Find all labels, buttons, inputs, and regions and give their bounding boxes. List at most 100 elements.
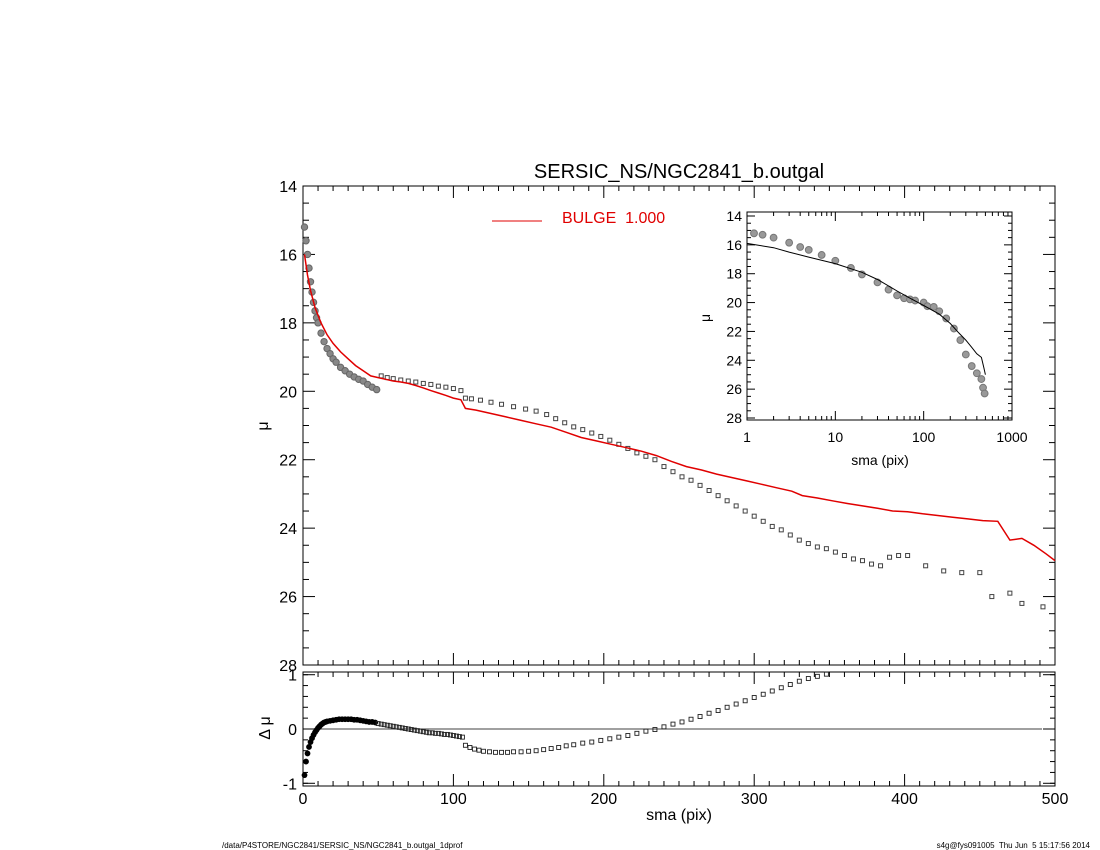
main-data-point [468,396,474,402]
main-data-point [905,553,911,559]
residual-data-point [634,730,640,736]
main-y-tick-label: 16 [279,247,297,264]
inset-y-tick-label: 20 [726,295,742,311]
main-data-point [1007,590,1013,596]
inset-data-point [980,389,989,398]
residual-data-point [384,722,390,728]
residual-data-point [387,723,393,729]
residual-data-point [563,743,569,749]
residual-data-point [396,724,402,730]
residual-data-point [533,748,539,754]
residual-data-point [787,682,793,687]
main-data-point [443,384,449,390]
main-data-point [589,430,595,436]
residual-data-point [571,742,577,748]
residual-data-point [715,708,721,713]
main-data-point [302,237,310,245]
main-data-point [413,379,419,385]
residual-data-point [378,721,384,727]
main-data-point [643,453,649,459]
residual-data-point [411,727,417,733]
inset-background [746,211,1013,421]
residual-data-point [751,695,757,700]
main-data-point [941,568,947,574]
main-data-point [733,503,739,509]
main-data-point [300,223,309,231]
main-data-point [841,553,847,559]
residual-data-point [405,726,411,732]
residual-data-point [375,721,381,727]
residual-data-point [476,747,482,753]
main-data-point [428,381,434,387]
inset-data-point [929,303,938,311]
residual-data-point [487,749,492,755]
main-data-point [751,513,757,519]
residual-data-point [381,722,387,728]
main-data-point [533,408,539,414]
residual-data-point [598,737,604,743]
inset-x-tick-label: 1 [743,429,751,445]
residual-data-point [652,727,658,732]
main-data-point [923,563,929,569]
residual-data-point [414,728,420,734]
residual-data-point [435,730,441,736]
inset-data-point [817,251,826,259]
main-data-point [488,399,494,405]
residual-data-point [541,747,547,753]
inset-y-tick-label: 24 [726,352,742,368]
residual-data-point [462,742,468,748]
main-data-point [571,424,577,430]
main-data-point [977,570,983,576]
main-data-point [553,416,559,422]
main-data-point [332,358,340,366]
residual-data-point [670,721,676,727]
main-data-point [859,558,865,564]
residual-data-point [493,749,498,755]
residual-y-tick-label: 1 [288,668,297,685]
main-data-point [511,404,517,410]
residual-data-point [304,750,311,757]
inset-data-point [961,350,970,359]
inset-y-axis-label: μ [697,314,713,322]
residual-x-tick-label: 0 [299,791,308,808]
residual-data-point [399,725,405,731]
residual-data-point [769,688,775,694]
inset-data-point [893,291,901,300]
main-data-point [462,395,468,401]
residual-data-point [481,748,486,754]
inset-y-tick-label: 26 [726,381,742,397]
main-y-tick-label: 22 [279,453,297,470]
main-data-point [607,437,613,443]
residual-data-point [589,739,595,745]
main-data-point [679,474,685,480]
main-y-tick-label: 20 [279,384,297,401]
main-data-point [450,386,456,392]
residual-data-point [823,671,829,677]
residual-data-point [805,676,811,681]
residual-data-point [526,748,532,754]
main-data-point [787,532,793,538]
main-data-point [499,401,505,407]
main-data-point [1040,604,1046,610]
residual-data-point [778,685,784,691]
main-data-point [959,570,965,576]
residual-data-point [306,744,312,750]
main-data-point [823,546,829,552]
main-data-point [320,337,328,346]
main-data-point [742,508,748,514]
inset-data-point [785,238,794,247]
main-data-point [832,549,838,555]
residual-x-tick-label: 300 [741,791,768,808]
inset-x-tick-label: 1000 [996,429,1027,445]
residual-data-point [511,749,517,755]
residual-x-tick-label: 100 [440,791,467,808]
main-data-point [887,554,893,560]
residual-data-point [556,745,562,750]
main-data-point [544,412,550,418]
residual-data-point [402,726,408,731]
inset-y-tick-label: 18 [726,266,742,282]
residual-data-point [760,691,766,697]
residual-x-axis-label: sma (pix) [646,807,712,824]
main-data-point [523,406,529,412]
